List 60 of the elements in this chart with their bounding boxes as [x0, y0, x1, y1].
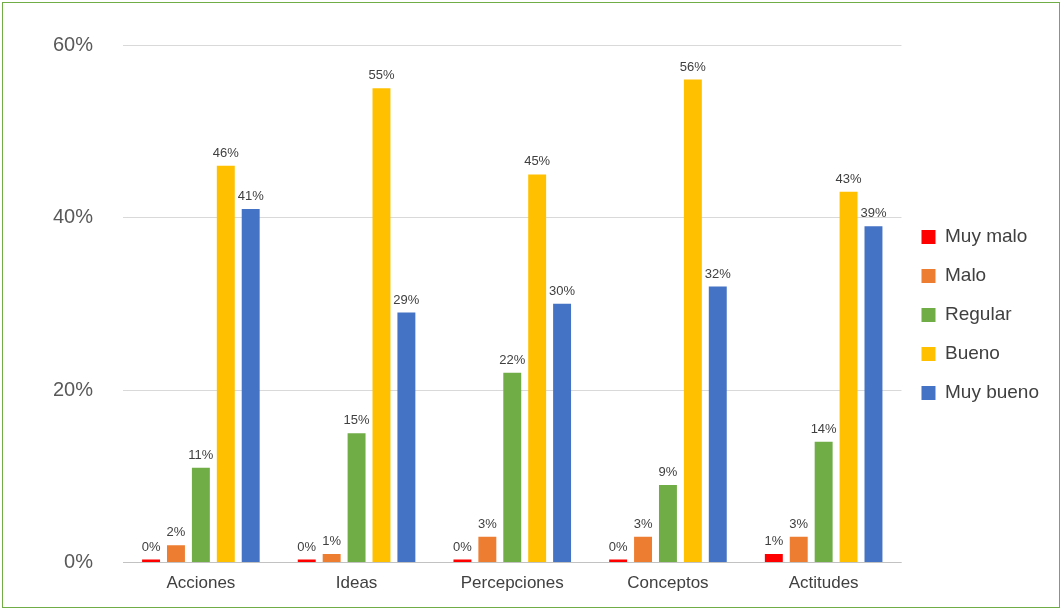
legend-label: Malo [944, 264, 987, 286]
x-tick-label: Conceptos [627, 573, 709, 593]
bar [503, 372, 522, 563]
bar [553, 303, 572, 563]
data-label: 0% [141, 538, 161, 554]
data-label: 41% [237, 187, 265, 203]
bar [397, 312, 416, 563]
bar [216, 165, 235, 563]
bar [814, 441, 833, 563]
bar [241, 208, 260, 563]
bar [191, 467, 210, 563]
data-label: 2% [166, 524, 186, 540]
data-label: 3% [477, 515, 498, 531]
bar [478, 536, 497, 563]
data-label: 0% [297, 538, 317, 554]
bar [658, 484, 677, 563]
data-label: 15% [343, 412, 371, 428]
bar [764, 553, 783, 563]
data-label: 14% [810, 420, 838, 436]
data-label: 3% [633, 515, 653, 531]
x-tick-label: Actitudes [788, 573, 859, 593]
data-label: 45% [524, 153, 551, 169]
data-label: 11% [188, 446, 214, 462]
data-label: 32% [704, 265, 732, 281]
bar [634, 536, 653, 563]
legend-label: Muy bueno [944, 381, 1040, 403]
data-label: 3% [789, 515, 809, 531]
data-label: 55% [368, 67, 395, 83]
data-label: 30% [549, 282, 576, 298]
data-label: 9% [658, 464, 678, 480]
bar [347, 433, 366, 563]
data-label: 1% [764, 533, 784, 549]
y-tick-label: 60% [53, 32, 94, 55]
data-label: 46% [212, 144, 240, 160]
bar [864, 226, 883, 563]
bar [683, 79, 702, 563]
x-tick-label: Ideas [335, 573, 378, 593]
data-label: 56% [679, 58, 707, 74]
data-label: 22% [499, 351, 526, 367]
bar [372, 88, 391, 563]
bar [528, 174, 547, 563]
data-label: 43% [835, 170, 862, 186]
bar [708, 286, 727, 563]
data-label: 0% [453, 538, 473, 554]
bar [167, 545, 185, 563]
data-label: 29% [393, 291, 420, 307]
data-label: 39% [860, 205, 887, 221]
bar [839, 191, 858, 563]
bar [789, 536, 808, 563]
y-tick-label: 0% [64, 550, 94, 573]
data-label: 1% [322, 533, 342, 549]
y-tick-label: 20% [53, 377, 94, 400]
legend-label: Muy malo [944, 225, 1028, 247]
legend-label: Bueno [944, 342, 1000, 364]
bar [322, 553, 341, 563]
legend-label: Regular [944, 303, 1013, 325]
y-tick-label: 40% [53, 205, 94, 228]
data-label: 0% [608, 538, 628, 554]
x-tick-label: Acciones [166, 573, 236, 593]
x-tick-label: Percepciones [460, 573, 564, 593]
